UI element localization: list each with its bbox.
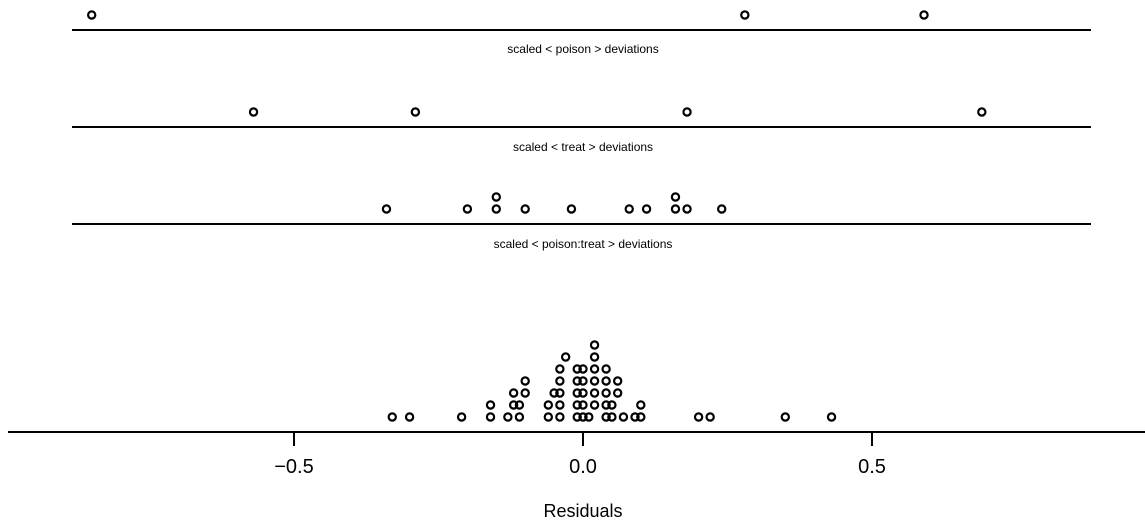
residual-point: [601, 364, 611, 374]
strip-label: scaled < poison:treat > deviations: [494, 237, 673, 251]
deviation-point: [248, 107, 259, 117]
residual-point: [456, 412, 467, 422]
residual-point: [560, 352, 571, 362]
residual-point: [780, 412, 791, 422]
residual-point: [572, 376, 582, 386]
residual-point: [503, 412, 513, 422]
strip-panel-2: scaled < treat > deviations: [72, 107, 1091, 154]
residual-point: [485, 400, 496, 410]
residual-point: [578, 376, 588, 386]
deviation-point: [641, 204, 652, 214]
residual-point: [601, 376, 611, 386]
deviation-point: [491, 204, 501, 214]
residual-point: [572, 400, 582, 410]
residual-point: [549, 388, 559, 398]
residual-point: [572, 412, 582, 422]
residual-point: [520, 376, 530, 386]
deviation-point: [919, 10, 929, 20]
residual-point: [607, 400, 617, 410]
deviation-point: [977, 107, 987, 117]
residual-point: [584, 412, 594, 422]
deviation-point: [410, 107, 421, 117]
deviation-point: [682, 204, 692, 214]
x-tick-label: 0.5: [858, 456, 886, 478]
residual-point: [555, 400, 565, 410]
residual-point: [508, 388, 519, 398]
residual-point: [589, 388, 600, 398]
deviation-point: [491, 192, 501, 202]
residual-point: [578, 400, 588, 410]
residual-point: [589, 400, 600, 410]
residual-point: [630, 412, 640, 422]
deviation-point: [740, 10, 750, 20]
deviation-point: [717, 204, 727, 214]
residual-point: [555, 388, 565, 398]
residual-point: [618, 412, 629, 422]
residual-point: [589, 352, 600, 362]
deviation-point: [462, 204, 473, 214]
residual-point: [612, 376, 623, 386]
residual-point: [589, 364, 600, 374]
residual-point: [601, 388, 611, 398]
residual-point: [705, 412, 715, 422]
strip-label: scaled < treat > deviations: [513, 140, 653, 154]
strip-panel-1: scaled < poison > deviations: [72, 10, 1091, 56]
residual-point: [555, 412, 565, 422]
deviation-point: [381, 204, 392, 214]
residual-point: [601, 400, 611, 410]
residual-point: [601, 412, 611, 422]
residual-point: [826, 412, 837, 422]
deviation-point: [682, 107, 692, 117]
deviation-point: [624, 204, 634, 214]
residual-point: [555, 364, 565, 374]
residual-point: [612, 388, 623, 398]
x-tick-label: −0.5: [274, 456, 313, 478]
residual-point: [555, 376, 565, 386]
residual-point: [578, 412, 588, 422]
deviation-point: [566, 204, 577, 214]
strip-label: scaled < poison > deviations: [507, 42, 658, 56]
residual-point: [543, 412, 554, 422]
residuals-axis: −0.5 0.0 0.5: [8, 340, 1145, 478]
residual-point: [543, 400, 554, 410]
residual-point: [572, 364, 582, 374]
deviation-point: [670, 192, 681, 202]
residual-point: [636, 412, 646, 422]
deviation-point: [520, 204, 530, 214]
residual-point: [387, 412, 397, 422]
residual-point: [607, 412, 617, 422]
residual-point: [404, 412, 415, 422]
deviation-point: [86, 10, 97, 20]
deviation-point: [670, 204, 681, 214]
residual-point: [485, 412, 496, 422]
residual-point: [514, 412, 525, 422]
residual-point: [520, 388, 530, 398]
x-tick-label: 0.0: [569, 456, 597, 478]
strip-panel-3: scaled < poison:treat > deviations: [72, 192, 1091, 251]
residual-point: [508, 400, 519, 410]
residual-point: [572, 388, 582, 398]
residual-point: [589, 376, 600, 386]
residual-point: [514, 400, 525, 410]
residual-point: [578, 364, 588, 374]
residual-point: [578, 388, 588, 398]
strip-panels: scaled < poison > deviations scaled < tre…: [72, 10, 1091, 251]
x-axis-label: Residuals: [543, 501, 622, 521]
residual-point: [636, 400, 646, 410]
residual-point: [589, 340, 600, 350]
residual-point: [693, 412, 704, 422]
